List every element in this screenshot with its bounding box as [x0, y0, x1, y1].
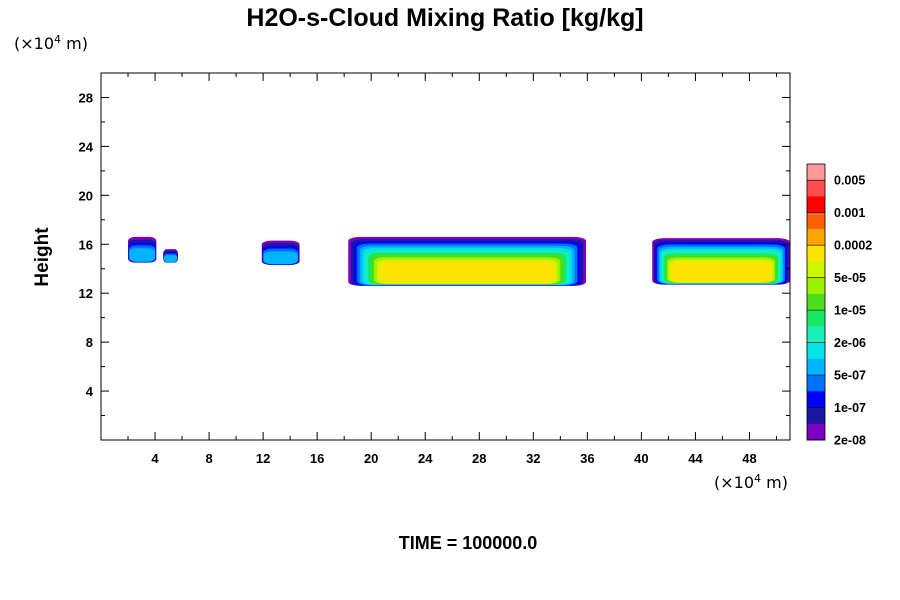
colorbar-label: 1e-05 — [834, 304, 866, 318]
colorbar-swatch — [807, 375, 825, 392]
time-label: TIME = 100000.0 — [399, 533, 538, 553]
y-tick-label: 12 — [79, 286, 93, 301]
colorbar-label: 0.001 — [834, 206, 865, 220]
y-tick-label: 28 — [79, 90, 93, 105]
colorbar-swatch — [807, 228, 825, 246]
y-tick-label: 8 — [86, 335, 93, 350]
y-tick-label: 4 — [86, 384, 94, 399]
cloud-contour — [263, 251, 298, 265]
cloud-contour — [379, 261, 555, 284]
x-tick-label: 44 — [688, 451, 703, 466]
colorbar: 0.005 0.001 0.0002 5e-05 1e-05 2e-06 5e-07 1e-0… — [806, 163, 872, 448]
x-tick-label: 4 — [151, 451, 159, 466]
y-tick-label: 24 — [79, 139, 94, 154]
x-tick-label: 36 — [580, 451, 594, 466]
y-axis-unit-label: (×104 m) — [14, 33, 88, 53]
colorbar-label: 1e-07 — [834, 401, 866, 415]
colorbar-swatch — [807, 407, 825, 425]
x-tick-label: 28 — [472, 451, 486, 466]
x-tick-label: 20 — [364, 451, 378, 466]
chart-title: H2O-s-Cloud Mixing Ratio [kg/kg] — [246, 4, 643, 32]
x-tick-label: 12 — [256, 451, 270, 466]
colorbar-swatch — [807, 196, 825, 214]
plot-frame — [100, 72, 791, 441]
colorbar-label: 5e-07 — [834, 369, 866, 383]
colorbar-label: 0.0002 — [834, 239, 872, 253]
x-tick-label: 40 — [634, 451, 648, 466]
x-tick-label: 16 — [310, 451, 324, 466]
cloud-contour — [670, 261, 772, 283]
colorbar-swatch — [807, 293, 825, 311]
cloud-contour — [129, 248, 156, 262]
colorbar-swatch — [807, 261, 825, 278]
x-tick-label: 24 — [418, 451, 433, 466]
y-tick-label: 16 — [79, 237, 93, 252]
colorbar-swatch — [807, 277, 825, 295]
colorbar-swatch — [807, 423, 825, 441]
colorbar-swatch — [807, 180, 825, 197]
colorbar-swatch — [807, 164, 825, 181]
colorbar-swatch — [807, 391, 825, 408]
colorbar-label: 2e-08 — [834, 434, 866, 448]
x-tick-label: 8 — [205, 451, 212, 466]
colorbar-swatch — [807, 310, 825, 327]
colorbar-label: 5e-05 — [834, 271, 866, 285]
cloud-field — [128, 236, 790, 286]
cloud-contour — [163, 255, 178, 263]
y-tick-label: 20 — [79, 188, 93, 203]
colorbar-label: 0.005 — [834, 174, 865, 188]
colorbar-swatch — [807, 326, 825, 343]
colorbar-swatch — [807, 342, 825, 360]
colorbar-swatch — [807, 212, 825, 230]
x-tick-label: 32 — [526, 451, 540, 466]
x-axis-unit-label: (×104 m) — [714, 472, 788, 492]
y-axis-label: Height — [32, 227, 53, 287]
x-tick-label: 48 — [742, 451, 756, 466]
colorbar-swatch — [807, 245, 825, 262]
colorbar-label: 2e-06 — [834, 336, 866, 350]
colorbar-swatch — [807, 358, 825, 376]
